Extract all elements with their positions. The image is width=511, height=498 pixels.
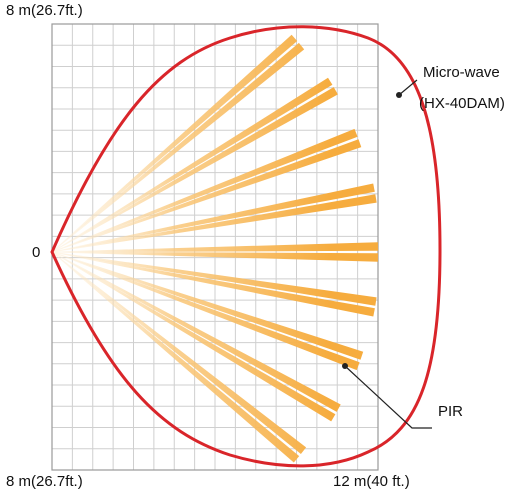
bottom-right-range-label: 12 m(40 ft.) [333, 473, 410, 490]
pir-beam-strip [52, 251, 379, 262]
bottom-left-range-label: 8 m(26.7ft.) [6, 473, 83, 490]
pir-beam-strip [51, 251, 336, 422]
pir-beam-strip [51, 251, 375, 317]
pir-beam-strip [51, 77, 333, 253]
pir-beams [51, 34, 379, 463]
origin-label: 0 [32, 244, 41, 261]
pir-beam-strip [51, 251, 364, 360]
microwave-leader [398, 79, 418, 96]
microwave-model-label: (HX-40DAM) [419, 95, 505, 112]
microwave-label: Micro-wave [423, 64, 500, 81]
pir-beam-strip [51, 139, 362, 253]
pir-beam-strip [52, 242, 379, 253]
leader-lines [342, 79, 432, 429]
pir-beam-strip [51, 251, 307, 454]
pir-beam-strip [51, 251, 341, 412]
microwave-detection-outline [50, 25, 442, 468]
pir-beam-strip [51, 42, 305, 253]
pir-label: PIR [438, 403, 464, 420]
pir-beam-strip [51, 251, 377, 306]
pir-beam-strip [51, 183, 375, 253]
pir-leader [344, 365, 432, 429]
pir-beam-strip [51, 87, 338, 253]
pir-beam-strip [51, 194, 377, 253]
pir-beam-strip [51, 251, 360, 371]
pir-beam-strip [51, 128, 358, 253]
top-left-range-label: 8 m(26.7ft.) [6, 2, 83, 19]
microwave-leader-dot [396, 92, 402, 98]
pir-leader-dot [342, 363, 348, 369]
pir-beam-strip [51, 34, 298, 253]
pir-beam-strip [51, 251, 300, 463]
